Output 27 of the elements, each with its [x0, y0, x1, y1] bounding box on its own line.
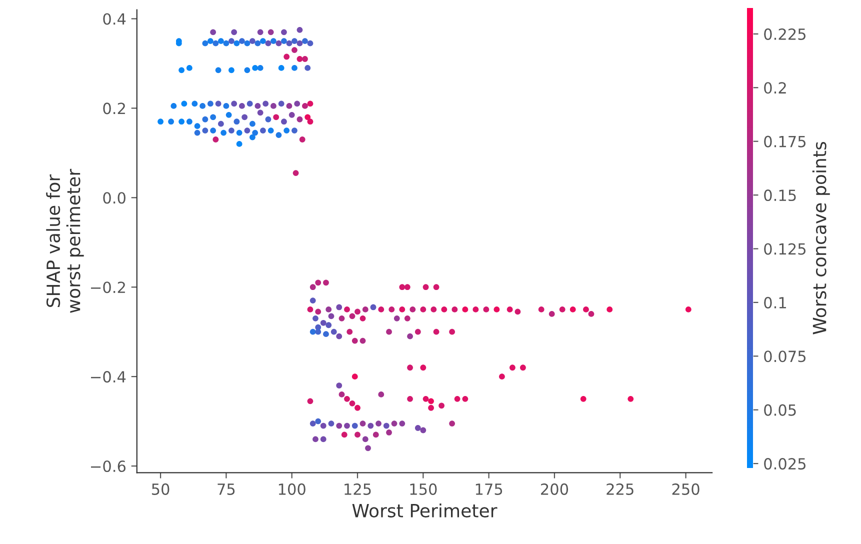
- color-bar-label: 0.075: [764, 350, 806, 362]
- y-tick-label: −0.6: [91, 460, 126, 472]
- y-tick-label: 0.0: [103, 192, 126, 204]
- x-tick-label: 125: [344, 483, 371, 495]
- y-tick-label: 0.4: [103, 13, 126, 25]
- color-bar-label: 0.225: [764, 28, 806, 40]
- y-tick-label: −0.4: [91, 371, 126, 383]
- x-tick-label: 250: [672, 483, 700, 495]
- color-bar-label: 0.175: [764, 136, 806, 148]
- x-tick-label: 50: [152, 483, 170, 495]
- color-bar-label: 0.05: [764, 404, 796, 416]
- x-tick-label: 75: [218, 484, 235, 495]
- color-bar-label: 0.1: [764, 296, 786, 308]
- x-axis-title: Worst Perimeter: [352, 503, 498, 518]
- y-tick-label: 0.2: [103, 102, 125, 114]
- color-bar-label: 0.2: [764, 82, 786, 94]
- color-bar-title: Worst concave points: [812, 142, 830, 334]
- x-tick-label: 150: [410, 483, 437, 495]
- color-bar-label: 0.025: [764, 458, 806, 470]
- x-tick-label: 200: [541, 483, 568, 495]
- x-tick-label: 175: [476, 484, 502, 495]
- color-bar-label: 0.125: [764, 243, 806, 255]
- y-tick-label: −0.2: [91, 282, 125, 294]
- color-bar-label: 0.15: [764, 190, 796, 202]
- x-tick-label: 100: [278, 483, 306, 495]
- x-tick-label: 225: [606, 483, 634, 495]
- y-axis-title: SHAP value for worst perimeter: [46, 168, 84, 313]
